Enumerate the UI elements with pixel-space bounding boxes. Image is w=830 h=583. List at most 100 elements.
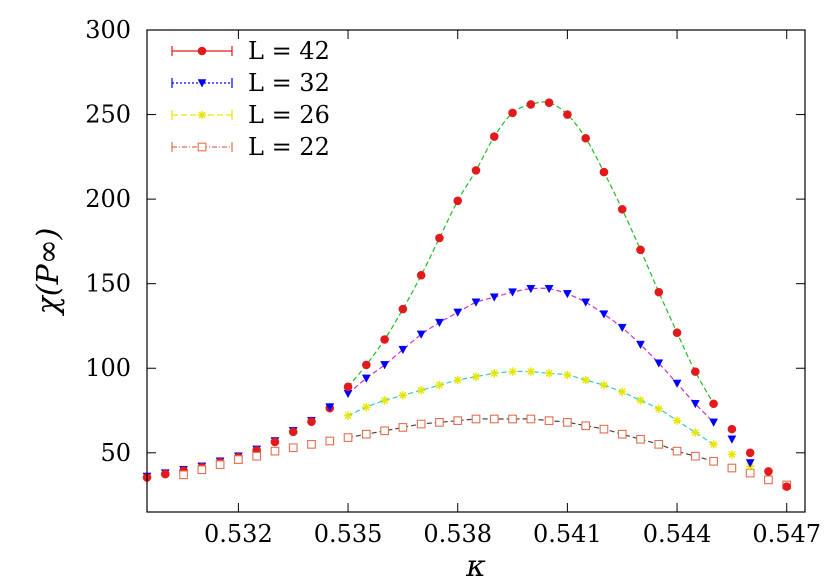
- data-point-l42: [489, 132, 499, 141]
- data-point-l32: [690, 400, 700, 409]
- data-point-l22: [325, 436, 335, 446]
- data-point-l26: [581, 375, 590, 385]
- legend: L = 42 L = 32 L = 26 L = 22: [171, 37, 330, 161]
- data-point-l26-stroke: [454, 376, 462, 384]
- data-point-l42: [398, 304, 408, 314]
- data-point-l42: [727, 424, 737, 434]
- data-point-l26: [380, 396, 389, 405]
- data-point-l22: [581, 421, 591, 431]
- data-point-l26: [563, 370, 572, 380]
- data-point-l26: [471, 372, 481, 381]
- data-point-l22: [563, 418, 572, 427]
- data-point-l32: [398, 345, 408, 355]
- data-point-l42: [691, 367, 700, 376]
- overlap-point-circle: [288, 427, 298, 437]
- data-point-l42: [672, 328, 682, 338]
- data-point-l26-stroke: [637, 396, 644, 404]
- fit-curve: [347, 370, 714, 445]
- y-tick-labels: 50 100 150 200 250 300: [85, 16, 131, 467]
- data-point-l26-stroke: [472, 373, 480, 381]
- data-point-l32: [544, 285, 554, 294]
- data-point-l42: [453, 196, 463, 206]
- data-point-l22: [416, 419, 426, 429]
- data-point-l42: [782, 482, 792, 491]
- y-tick-label: 100: [85, 354, 131, 382]
- data-point-l22: [690, 451, 700, 461]
- data-point-l22: [288, 443, 298, 453]
- legend-label-l26: L = 26: [248, 101, 330, 129]
- data-point-l26-stroke: [545, 369, 553, 377]
- y-tick-label: 300: [85, 16, 131, 44]
- data-point-l26-stroke: [600, 381, 608, 389]
- data-point-l32: [617, 323, 627, 333]
- data-point-l42: [617, 204, 627, 214]
- data-point-l26: [709, 440, 718, 449]
- legend-marker-l42: [197, 46, 207, 56]
- data-point-l22: [471, 414, 481, 424]
- x-tick-label: 0.541: [533, 520, 602, 548]
- data-point-l22: [672, 446, 682, 456]
- legend-marker-l26-stroke: [198, 111, 206, 119]
- axis-ticks: [147, 29, 805, 512]
- data-point-l32: [709, 418, 719, 427]
- data-point-l42: [380, 335, 389, 344]
- data-point-l42: [599, 167, 609, 177]
- data-point-l22: [544, 416, 554, 426]
- data-point-l26-stroke: [417, 386, 425, 394]
- y-tick-label: 250: [85, 101, 131, 129]
- data-point-l42: [654, 287, 664, 297]
- data-point-l22: [215, 460, 225, 469]
- y-tick-label: 50: [100, 439, 131, 467]
- data-point-l26: [362, 402, 371, 412]
- data-point-l26: [453, 375, 462, 385]
- overlap-point-circle: [270, 437, 280, 447]
- data-point-l32: [416, 330, 426, 339]
- data-point-l22: [252, 451, 262, 461]
- y-axis-title: χ(P∞): [31, 228, 66, 317]
- data-point-l32: [435, 318, 444, 328]
- x-axis-title: κ: [465, 549, 486, 583]
- data-point-l42: [764, 467, 773, 476]
- data-point-l42: [581, 133, 590, 143]
- data-point-l26-stroke: [435, 381, 443, 389]
- data-point-l26-stroke: [509, 368, 517, 376]
- data-point-l22: [453, 416, 463, 426]
- x-tick-label: 0.538: [423, 520, 492, 548]
- data-point-l22: [380, 426, 389, 436]
- data-point-l32: [508, 288, 517, 297]
- data-point-l26-stroke: [618, 388, 626, 396]
- data-point-l32: [672, 379, 682, 388]
- data-point-l26: [654, 404, 663, 414]
- data-point-l26: [727, 450, 737, 459]
- data-point-l42: [343, 382, 353, 392]
- data-point-l32: [727, 435, 737, 444]
- y-tick-label: 150: [85, 270, 131, 298]
- data-point-l42: [362, 360, 371, 370]
- data-point-l22: [179, 470, 188, 480]
- data-point-l42: [508, 108, 517, 118]
- legend-label-l42: L = 42: [248, 37, 330, 65]
- data-point-l26: [599, 380, 609, 390]
- plot-frame: [146, 29, 806, 513]
- data-point-l22: [398, 423, 408, 432]
- data-point-l26-stroke: [582, 376, 590, 384]
- data-point-l42: [544, 98, 554, 108]
- data-point-l26-stroke: [691, 429, 699, 437]
- data-point-l22: [307, 440, 316, 449]
- data-point-l32: [489, 293, 499, 302]
- x-tick-label: 0.535: [314, 520, 383, 548]
- data-point-l26-stroke: [655, 405, 663, 413]
- data-point-l22: [197, 465, 207, 475]
- data-point-l22: [617, 429, 627, 439]
- overlap-point-circle: [160, 469, 170, 479]
- overlap-point-circle: [307, 417, 316, 426]
- data-points: [142, 98, 792, 491]
- data-point-l22: [489, 414, 499, 424]
- data-point-l26-stroke: [527, 368, 535, 376]
- data-point-l32: [453, 308, 463, 317]
- data-point-l22: [270, 446, 280, 456]
- data-point-l26: [691, 428, 700, 437]
- data-point-l22: [636, 434, 645, 444]
- data-point-l22: [764, 475, 773, 485]
